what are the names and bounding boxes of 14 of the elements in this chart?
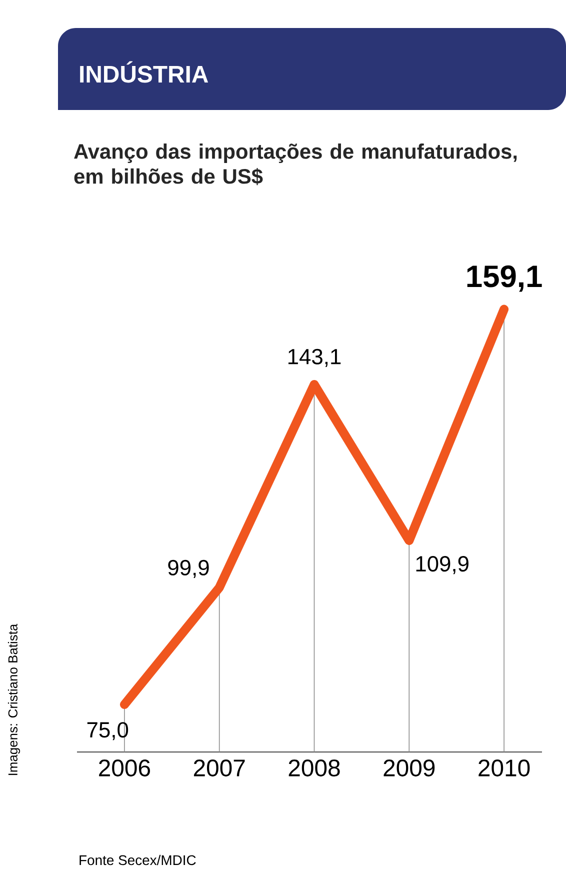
chart-title: INDÚSTRIA (80, 61, 208, 83)
x-tick-label: 2008 (288, 760, 340, 776)
data-label: 143,1 (288, 348, 341, 367)
data-label: 109,9 (416, 556, 468, 574)
data-label: 75,0 (87, 722, 128, 740)
text: Imagens: Cristiano Batista (8, 624, 20, 775)
x-tick-label: 2006 (99, 760, 150, 776)
x-tick-label: 2007 (194, 760, 245, 776)
data-label: 99,9 (168, 560, 209, 578)
x-tick-label: 2010 (478, 760, 530, 776)
data-label: 159,1 (467, 265, 542, 292)
chart-subtitle: Avanço das importações de manufaturados, em bilhões de US$ (74, 144, 517, 186)
x-tick-label: 2009 (384, 760, 435, 776)
source-note: Fonte Secex/MDIC (80, 854, 196, 866)
